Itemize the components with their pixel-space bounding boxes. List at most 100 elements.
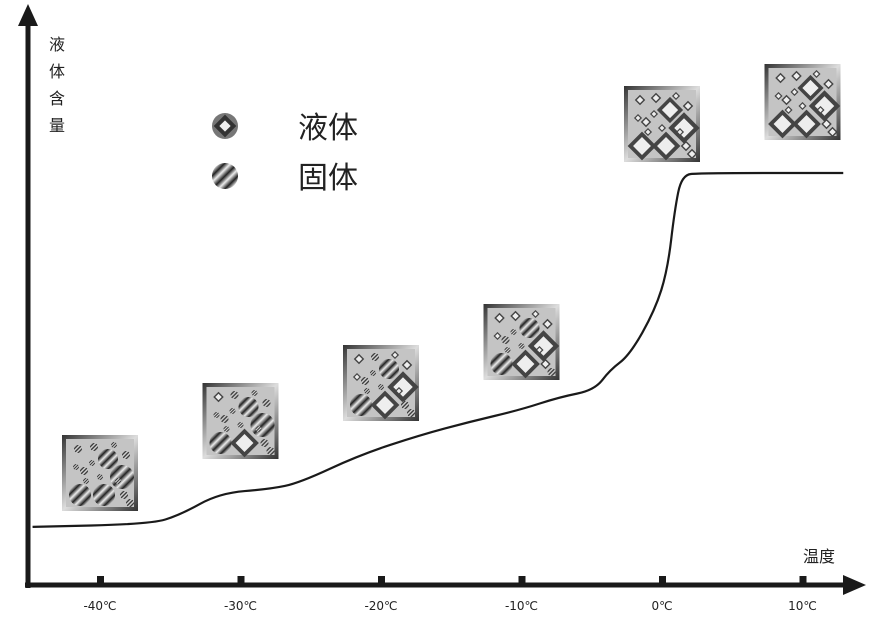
liquid-particle xyxy=(790,87,799,97)
liquid-particle xyxy=(774,91,783,101)
x-ticks: -40℃ -30℃ -20℃ -10℃ 0℃ 10℃ xyxy=(83,576,817,613)
solid-particle xyxy=(364,388,370,394)
liquid-particle xyxy=(390,350,400,360)
x-axis-arrow-icon xyxy=(843,575,866,595)
liquid-particle xyxy=(675,127,685,137)
x-axis xyxy=(25,575,866,595)
liquid-particle xyxy=(792,109,821,139)
solid-particle xyxy=(361,377,369,385)
liquid-particle xyxy=(213,391,224,403)
phase-image xyxy=(624,86,700,162)
solid-particle xyxy=(350,394,372,416)
liquid-particle xyxy=(823,78,834,90)
solid-particle xyxy=(230,391,239,399)
liquid-diamond-icon xyxy=(212,113,238,139)
liquid-particle xyxy=(394,386,404,396)
liquid-particle xyxy=(668,112,700,144)
liquid-particle xyxy=(650,92,662,104)
solid-particle xyxy=(490,353,513,375)
solid-particle xyxy=(401,401,409,409)
liquid-particle xyxy=(353,353,365,365)
liquid-particle xyxy=(768,109,797,139)
x-tick-label: 0℃ xyxy=(651,599,672,613)
solid-particle xyxy=(213,412,220,418)
solid-particle xyxy=(223,426,230,432)
liquid-particle xyxy=(656,96,684,124)
solid-particle xyxy=(504,347,511,353)
phase-image xyxy=(202,383,279,459)
x-tick-mark xyxy=(659,576,666,584)
legend: 液体 固体 xyxy=(212,111,358,196)
liquid-particle xyxy=(781,94,792,106)
x-tick-mark xyxy=(378,576,385,584)
liquid-particle xyxy=(798,101,807,111)
x-tick-mark xyxy=(97,576,104,584)
phase-image xyxy=(343,345,419,421)
liquid-content-curve xyxy=(32,171,844,529)
solid-particle xyxy=(238,397,259,417)
x-tick-mark xyxy=(799,576,807,584)
solid-particle xyxy=(371,353,379,361)
y-axis-label-char: 液 xyxy=(49,35,65,54)
solid-striped-circle-icon xyxy=(212,163,238,189)
liquid-particle xyxy=(816,105,825,115)
legend-liquid-label: 液体 xyxy=(298,111,358,146)
liquid-particle xyxy=(627,131,657,161)
x-tick-label: -40℃ xyxy=(83,599,116,613)
solid-particle xyxy=(501,336,510,344)
solid-particle xyxy=(83,478,89,484)
solid-particle xyxy=(126,499,134,507)
liquid-particle xyxy=(649,109,659,119)
phase-images xyxy=(62,64,841,511)
x-tick-mark xyxy=(518,576,526,584)
solid-particle xyxy=(90,443,98,451)
solid-particle xyxy=(510,329,517,335)
liquid-particle xyxy=(821,118,832,130)
liquid-particle xyxy=(651,131,681,161)
liquid-particle xyxy=(542,318,553,330)
liquid-particle xyxy=(493,331,502,341)
solid-particle xyxy=(111,442,117,448)
solid-particle xyxy=(229,408,236,414)
liquid-particle xyxy=(387,371,419,403)
solid-particle xyxy=(209,432,232,454)
liquid-particle xyxy=(686,148,698,160)
liquid-particle xyxy=(812,69,821,79)
y-axis-label-char: 含 xyxy=(49,89,65,108)
liquid-particle xyxy=(827,126,838,138)
solid-particle xyxy=(115,478,121,484)
solid-particle xyxy=(69,484,91,506)
solid-particle xyxy=(255,426,262,432)
solid-particle xyxy=(250,413,275,437)
solid-particle xyxy=(89,460,95,466)
solid-particle xyxy=(379,359,399,379)
liquid-particle xyxy=(784,105,793,115)
liquid-particle xyxy=(633,113,643,123)
solid-particle xyxy=(251,390,258,396)
liquid-particle xyxy=(797,74,824,102)
solid-particle xyxy=(122,451,130,459)
liquid-particle xyxy=(511,349,540,379)
solid-particle xyxy=(407,409,415,417)
solid-particle xyxy=(237,422,244,428)
liquid-particle xyxy=(680,140,692,152)
legend-solid-label: 固体 xyxy=(298,161,358,196)
x-tick-mark xyxy=(237,576,245,584)
liquid-particle xyxy=(352,372,362,382)
liquid-particle xyxy=(634,94,646,106)
solid-particle xyxy=(220,415,229,423)
x-tick-label: -10℃ xyxy=(505,599,538,613)
x-tick-label: -20℃ xyxy=(364,599,397,613)
y-axis-arrow-icon xyxy=(18,4,38,26)
solid-particle xyxy=(97,474,103,480)
solid-particle xyxy=(120,491,128,499)
liquid-particle xyxy=(682,100,694,112)
phase-image xyxy=(62,435,138,511)
solid-particle xyxy=(519,318,540,338)
y-axis xyxy=(18,4,38,588)
liquid-particle xyxy=(657,123,667,133)
solid-particle xyxy=(518,343,525,349)
liquid-particle xyxy=(370,390,400,420)
